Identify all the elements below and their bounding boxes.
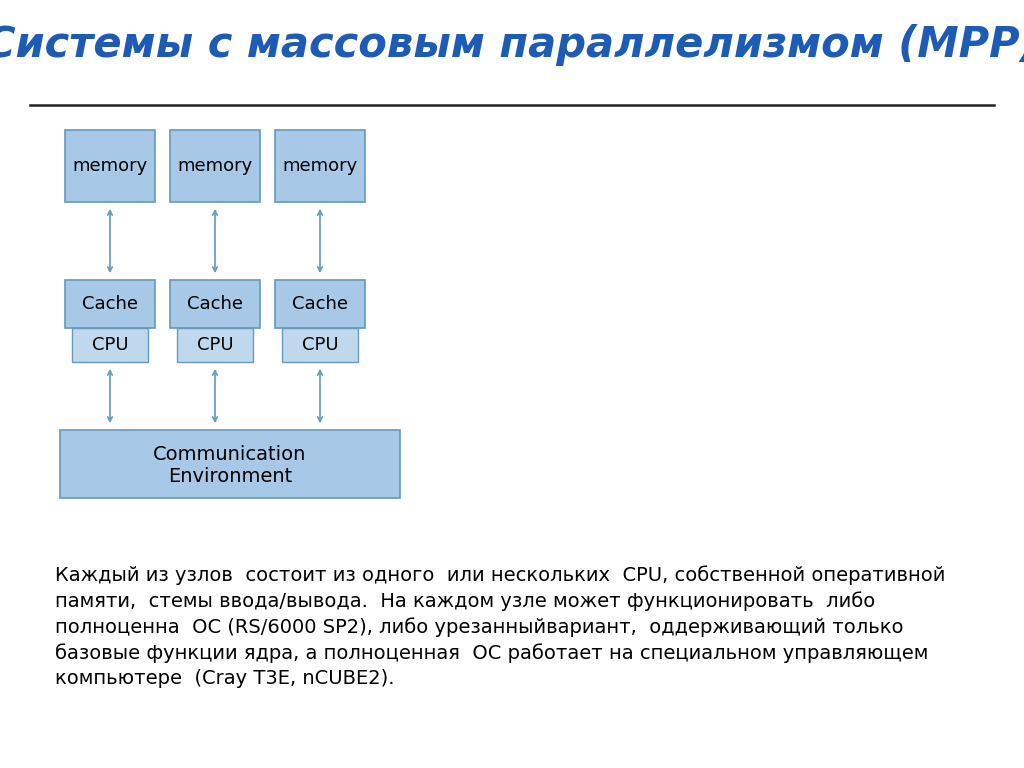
Bar	[65, 280, 155, 328]
Text: Cache: Cache	[187, 295, 243, 313]
Bar	[170, 280, 260, 328]
Bar	[72, 328, 148, 362]
Bar	[275, 130, 365, 202]
Text: Environment: Environment	[168, 466, 292, 485]
Text: memory: memory	[283, 157, 357, 175]
Bar	[60, 430, 400, 498]
Text: memory: memory	[73, 157, 147, 175]
Text: базовые функции ядра, а полноценная  ОС работает на специальном управляющем: базовые функции ядра, а полноценная ОС р…	[55, 643, 929, 663]
Text: CPU: CPU	[302, 336, 338, 354]
Bar	[282, 328, 358, 362]
Text: памяти,  стемы ввода/вывода.  На каждом узле может функционировать  либо: памяти, стемы ввода/вывода. На каждом уз…	[55, 591, 876, 611]
Text: memory: memory	[177, 157, 253, 175]
Bar	[275, 280, 365, 328]
Text: Cache: Cache	[292, 295, 348, 313]
Text: Каждый из узлов  состоит из одного  или нескольких  CPU, собственной оперативной: Каждый из узлов состоит из одного или не…	[55, 565, 945, 584]
Text: Cache: Cache	[82, 295, 138, 313]
Text: CPU: CPU	[197, 336, 233, 354]
Bar	[177, 328, 253, 362]
Bar	[65, 130, 155, 202]
Text: компьютере  (Cray T3E, nCUBE2).: компьютере (Cray T3E, nCUBE2).	[55, 669, 394, 688]
Bar	[170, 130, 260, 202]
Text: Communication: Communication	[154, 445, 306, 464]
Text: полноценна  ОС (RS/6000 SP2), либо урезанныйвариант,  оддерживающий только: полноценна ОС (RS/6000 SP2), либо урезан…	[55, 617, 903, 637]
Text: Системы с массовым параллелизмом (МРР): Системы с массовым параллелизмом (МРР)	[0, 24, 1024, 66]
Text: CPU: CPU	[92, 336, 128, 354]
